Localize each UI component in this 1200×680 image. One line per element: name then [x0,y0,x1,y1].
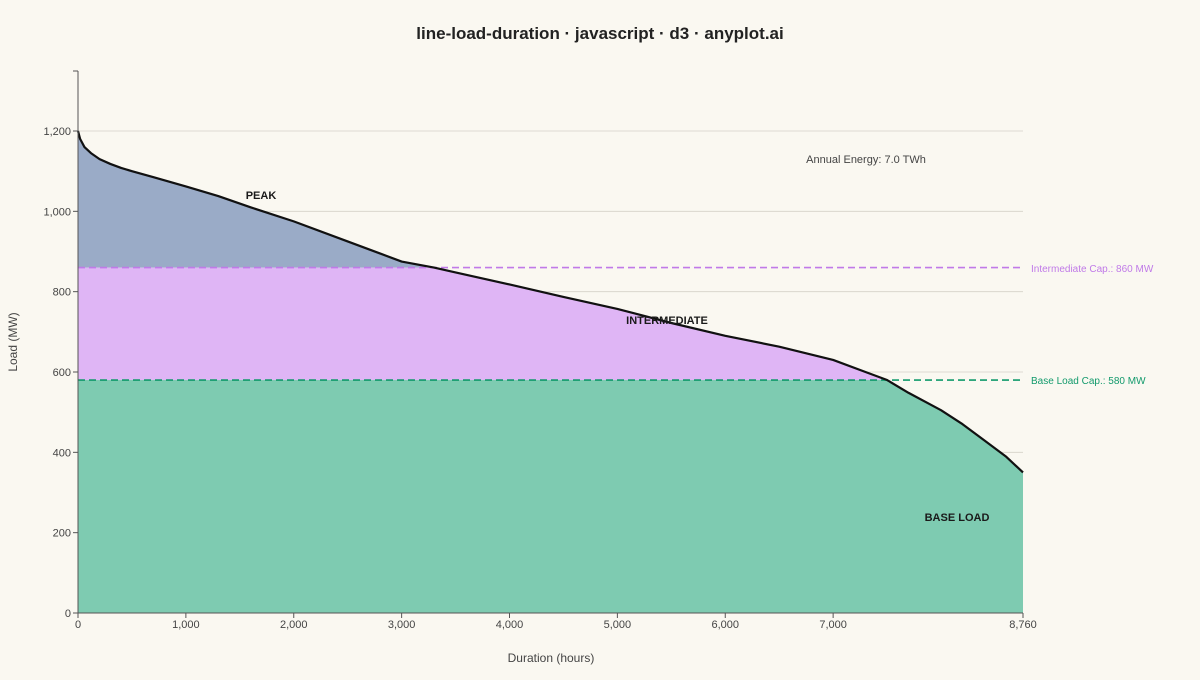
annual-energy-annotation: Annual Energy: 7.0 TWh [806,154,926,166]
reference-lines-layer [78,266,1023,381]
load-duration-line [76,130,1024,474]
x-tick-label-1000: 1,000 [172,619,200,631]
x-axis-label: Duration (hours) [508,651,595,665]
x-tick-label-2000: 2,000 [280,619,308,631]
x-tick-label-6000: 6,000 [711,619,739,631]
y-tick-label-200: 200 [53,528,71,540]
region-base-load [78,380,1023,613]
x-tick-label-5000: 5,000 [604,619,632,631]
y-tick-label-400: 400 [53,447,71,459]
x-tick-label-4000: 4,000 [496,619,524,631]
x-tick-label-7000: 7,000 [819,619,847,631]
ref-label-intermediate-cap: Intermediate Cap.: 860 MW [1031,264,1154,275]
ticks-layer: 0 200 400 600 800 1,000 1,200 0 1,000 2,000 3,000 4… [43,70,1037,631]
y-tick-label-1000: 1,000 [43,206,71,218]
x-tick-label-8760: 8,760 [1009,619,1037,631]
region-intermediate [78,267,1023,381]
region-label-intermediate: INTERMEDIATE [626,315,708,327]
y-tick-label-600: 600 [53,367,71,379]
y-axis-label: Load (MW) [6,312,20,371]
y-tick-label-1200: 1,200 [43,126,71,138]
x-tick-label-0: 0 [75,619,81,631]
region-layer [78,131,1023,613]
region-label-base-load: BASE LOAD [925,512,990,524]
y-tick-label-0: 0 [65,608,71,620]
labels-layer: line-load-duration · javascript · d3 · a… [6,24,1154,665]
series-line-layer [76,130,1024,474]
region-peak [78,131,1023,268]
x-tick-label-3000: 3,000 [388,619,416,631]
region-label-peak: PEAK [246,190,277,202]
ref-label-base-load-cap: Base Load Cap.: 580 MW [1031,376,1146,387]
y-tick-label-800: 800 [53,287,71,299]
chart-title: line-load-duration · javascript · d3 · a… [416,24,783,43]
axes-layer [77,71,1023,614]
